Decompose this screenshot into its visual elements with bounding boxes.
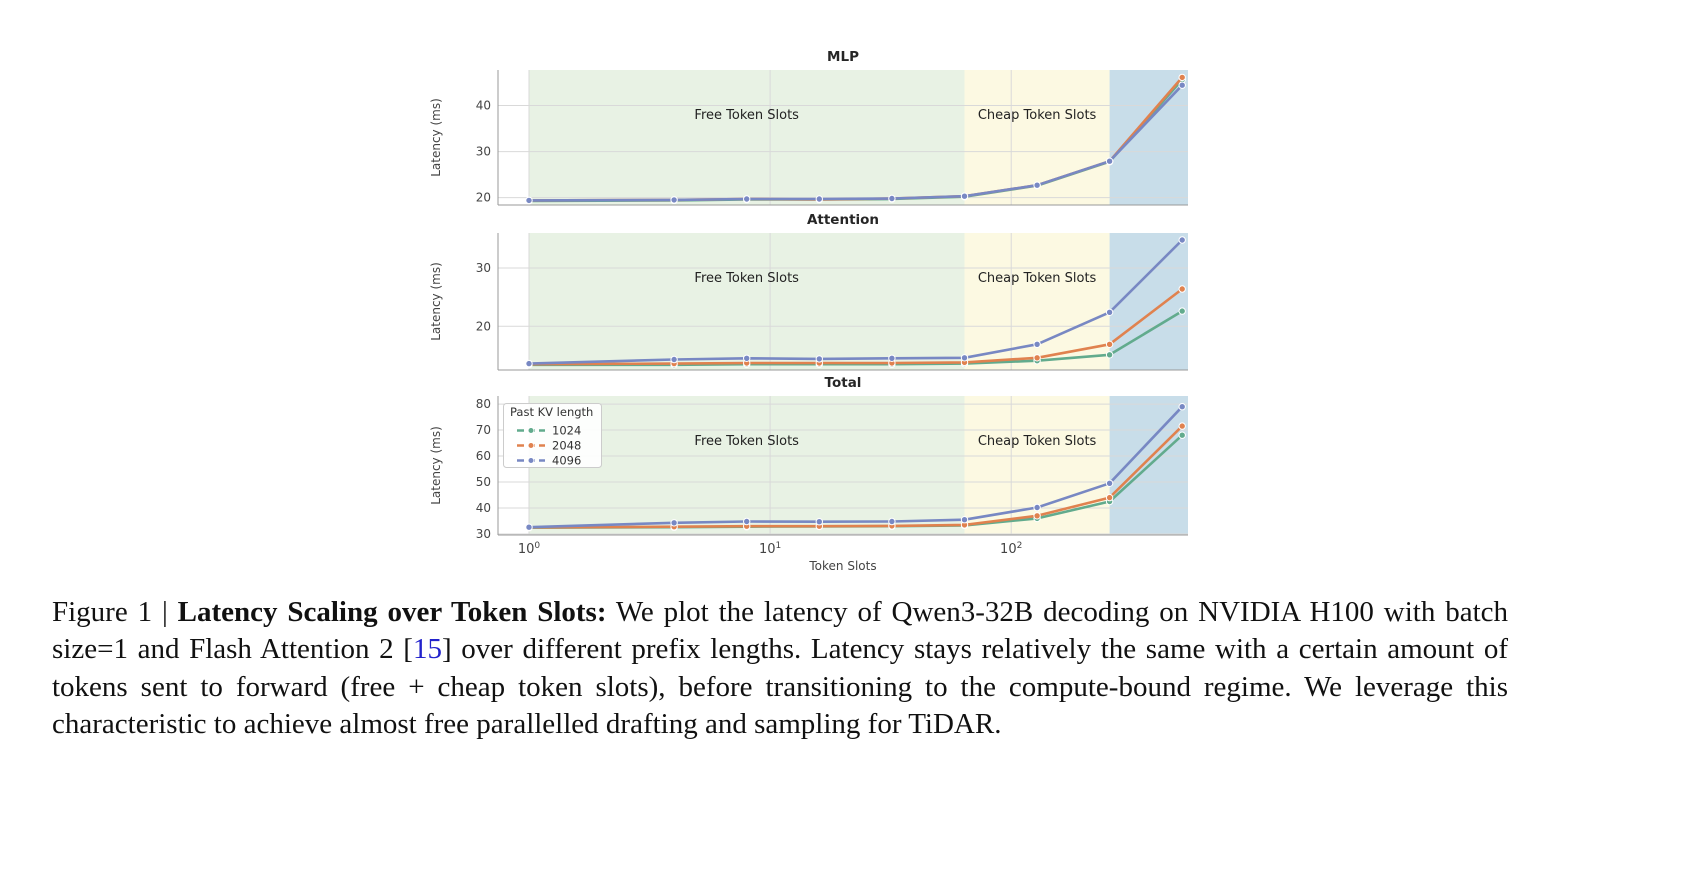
data-point-4096: [960, 354, 969, 362]
y-tick-label: 30: [476, 527, 491, 541]
x-tick-label: 102: [1000, 541, 1022, 557]
region-label-free-token-slots: Free Token Slots: [694, 434, 799, 449]
data-point-4096: [1178, 236, 1186, 244]
data-point-2048: [1105, 493, 1114, 502]
data-point-2048: [1105, 340, 1114, 348]
y-axis-label: Latency (ms): [429, 262, 443, 341]
data-point-4096: [743, 354, 751, 362]
chart-attention: Free Token Slots Cheap Token Slots Attenti…: [429, 212, 1188, 371]
data-point-2048: [1178, 285, 1186, 293]
y-tick-label: 80: [476, 397, 491, 411]
data-point-4096: [743, 517, 751, 526]
data-point-4096: [888, 517, 896, 526]
y-tick-label: 40: [476, 501, 491, 515]
data-point-2048: [1178, 422, 1186, 430]
data-point-4096: [888, 354, 896, 362]
region-label-free-token-slots: Free Token Slots: [694, 271, 799, 286]
region-label-cheap-token-slots: Cheap Token Slots: [978, 271, 1097, 286]
data-point-4096: [1105, 308, 1114, 316]
figure-caption: Figure 1 | Latency Scaling over Token Sl…: [52, 594, 1508, 743]
y-tick-label: 20: [476, 319, 491, 333]
y-axis-label: Latency (ms): [429, 98, 443, 177]
data-point-2048: [1178, 73, 1186, 82]
y-tick-label: 70: [476, 423, 491, 437]
data-point-4096: [815, 518, 823, 526]
data-point-4096: [670, 355, 678, 364]
legend-title: Past KV length: [510, 405, 593, 419]
data-point-4096: [525, 196, 533, 205]
data-point-4096: [743, 195, 751, 203]
data-point-4096: [1033, 340, 1041, 348]
data-point-4096: [1033, 181, 1041, 189]
data-point-4096: [1178, 81, 1186, 89]
y-tick-label: 30: [476, 145, 491, 159]
data-point-2048: [1033, 512, 1041, 520]
data-point-4096: [888, 194, 896, 203]
caption-bold-title: Latency Scaling over Token Slots:: [177, 596, 607, 628]
data-point-4096: [525, 523, 533, 531]
chart-title: MLP: [827, 49, 859, 65]
citation-link[interactable]: 15: [412, 633, 442, 666]
data-point-4096: [1033, 503, 1041, 512]
data-point-1024: [1105, 351, 1114, 359]
y-tick-label: 20: [476, 191, 491, 205]
legend-entry-label: 4096: [552, 454, 581, 468]
data-point-4096: [815, 355, 823, 363]
y-axis-label: Latency (ms): [429, 426, 443, 505]
data-point-2048: [1033, 354, 1041, 362]
chart-total: Free Token Slots Cheap Token Slots Total 30…: [429, 375, 1188, 573]
y-tick-label: 50: [476, 475, 491, 489]
y-tick-label: 60: [476, 449, 491, 463]
x-axis-label: Token Slots: [808, 559, 876, 573]
data-point-4096: [960, 192, 969, 200]
caption-separator: |: [161, 596, 168, 628]
region-label-free-token-slots: Free Token Slots: [694, 108, 799, 123]
caption-text-post: over different prefix lengths. Latency s…: [52, 633, 1509, 740]
data-point-4096: [815, 195, 823, 203]
data-point-4096: [1105, 157, 1114, 165]
legend-swatch-marker: [527, 427, 535, 434]
cite-open-bracket: [: [403, 633, 413, 666]
region-cheap-token-slots: [964, 396, 1110, 535]
legend-box: [503, 403, 602, 468]
data-point-4096: [1178, 403, 1186, 411]
chart-mlp: Free Token Slots Cheap Token Slots MLP 20 30…: [429, 49, 1188, 206]
data-point-1024: [1178, 431, 1186, 439]
region-label-cheap-token-slots: Cheap Token Slots: [978, 434, 1097, 449]
region-free-token-slots: [529, 70, 965, 205]
data-point-4096: [525, 359, 533, 368]
data-point-4096: [960, 516, 969, 524]
x-tick-label: 101: [759, 541, 781, 557]
data-point-1024: [1178, 307, 1186, 315]
x-tick-label: 100: [518, 541, 541, 557]
legend-swatch-marker: [527, 457, 535, 464]
chart-title: Total: [825, 375, 862, 391]
data-point-4096: [670, 519, 678, 527]
legend-entry-label: 2048: [552, 439, 581, 453]
cite-close-bracket: ]: [441, 633, 452, 666]
region-free-token-slots: [529, 233, 965, 370]
legend-swatch-marker: [527, 442, 535, 449]
region-label-cheap-token-slots: Cheap Token Slots: [978, 108, 1097, 123]
figure-label: Figure 1: [52, 596, 153, 628]
data-point-4096: [670, 196, 678, 204]
caption-text-pre: We plot the latency of Qwen3-32B decodin…: [52, 596, 1509, 666]
data-point-4096: [1105, 479, 1114, 487]
chart-title: Attention: [807, 212, 879, 228]
y-tick-label: 40: [476, 99, 491, 113]
legend-entry-label: 1024: [552, 424, 581, 438]
y-tick-label: 30: [476, 261, 491, 275]
